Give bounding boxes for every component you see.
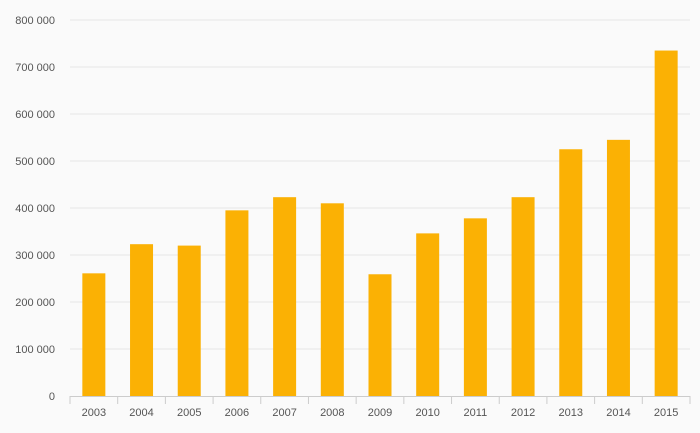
- bar-2007: [273, 197, 297, 396]
- bar-2003: [82, 273, 106, 396]
- bar-2004: [130, 244, 154, 396]
- x-tick-labels: 2003 2004 2005 2006 2007 2008 2009 2010 2011 2012…: [82, 407, 679, 419]
- x-tick-label: 2004: [129, 407, 153, 419]
- x-tick-label: 2009: [368, 407, 392, 419]
- x-tick-label: 2003: [82, 407, 106, 419]
- y-tick-label: 600 000: [15, 109, 55, 121]
- y-tick-label: 400 000: [15, 203, 55, 215]
- x-tick-label: 2006: [225, 407, 249, 419]
- x-tick-label: 2008: [320, 407, 344, 419]
- bar-2014: [606, 139, 630, 396]
- bar-2012: [511, 197, 535, 396]
- x-tick-label: 2012: [511, 407, 535, 419]
- bar-2008: [320, 203, 344, 396]
- x-tick-label: 2013: [559, 407, 583, 419]
- bars-layer: [82, 50, 678, 397]
- x-axis: [69, 396, 691, 404]
- x-tick-label: 2014: [606, 407, 630, 419]
- bar-2013: [559, 149, 583, 396]
- bar-2009: [368, 274, 392, 396]
- x-tick-label: 2010: [415, 407, 439, 419]
- x-tick-label: 2011: [464, 407, 488, 419]
- bar-2006: [225, 210, 249, 396]
- grid-layer: [70, 19, 690, 350]
- y-tick-label: 800 000: [15, 15, 55, 27]
- bar-2005: [177, 245, 201, 396]
- x-tick-label: 2005: [177, 407, 201, 419]
- bar-2010: [416, 233, 440, 396]
- y-tick-label: 200 000: [15, 297, 55, 309]
- bar-2011: [463, 218, 487, 396]
- y-tick-label: 0: [49, 391, 55, 403]
- x-tick-label: 2015: [654, 407, 678, 419]
- bar-2015: [654, 50, 678, 397]
- x-tick-label: 2007: [272, 407, 296, 419]
- y-axis: 0 100 000 200 000 300 000 400 000 500 000 600 …: [15, 15, 55, 403]
- y-tick-label: 300 000: [15, 250, 55, 262]
- y-tick-label: 100 000: [15, 344, 55, 356]
- y-tick-label: 700 000: [15, 62, 55, 74]
- y-tick-label: 500 000: [15, 156, 55, 168]
